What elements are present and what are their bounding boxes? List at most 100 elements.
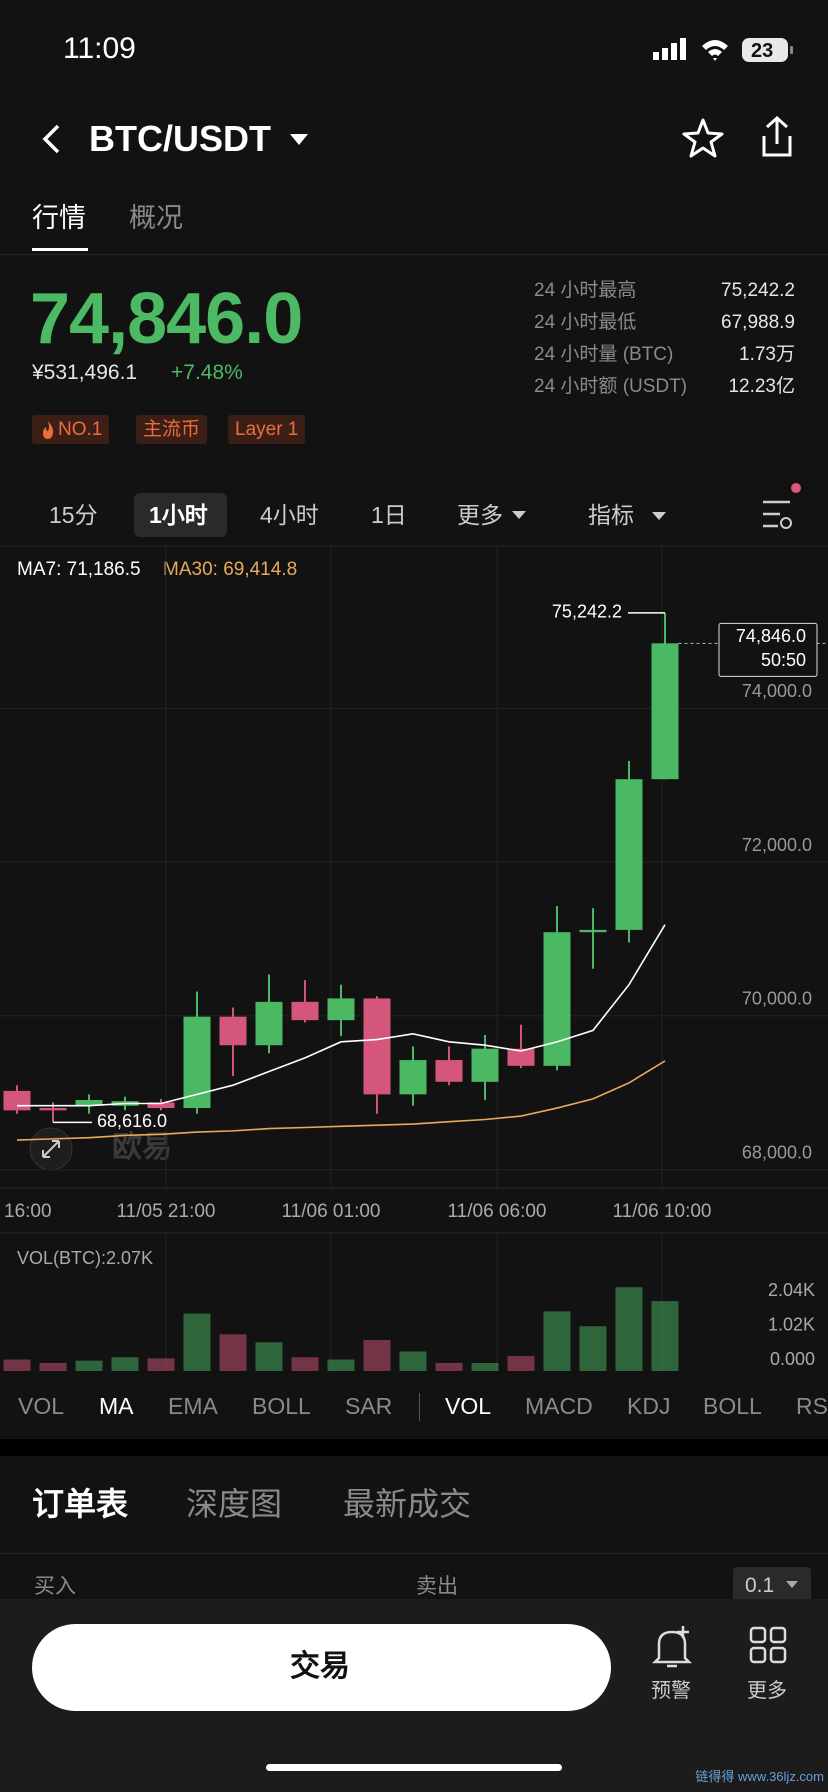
volume-bar [255, 1342, 283, 1371]
indicator[interactable]: MACD [525, 1393, 593, 1419]
volume-bar [363, 1340, 391, 1371]
interval-more[interactable]: 更多 [457, 502, 503, 528]
y-tick-label: 74,000.0 [742, 681, 812, 701]
order-tab[interactable]: 深度图 [186, 1486, 283, 1522]
alert-button[interactable] [651, 1630, 693, 1668]
fire-icon [43, 421, 54, 439]
indicator[interactable]: KDJ [627, 1393, 671, 1419]
volume-bar [507, 1356, 535, 1371]
trade-button[interactable] [32, 1624, 611, 1711]
interval[interactable]: 1日 [371, 502, 407, 528]
stat-label: 24 小时最高 [534, 280, 637, 301]
interval-icons [512, 483, 801, 529]
status-icons [653, 38, 793, 62]
candle-body [363, 998, 391, 1095]
indicator[interactable]: EMA [168, 1393, 218, 1419]
site-watermark: 链得得 www.36ljz.com [695, 1769, 824, 1784]
trade-label: 交易 [290, 1650, 350, 1683]
candle-body [75, 1100, 103, 1106]
candle-body [579, 929, 607, 933]
stat-label: 24 小时最低 [534, 312, 637, 333]
volume-bar [651, 1301, 679, 1371]
volume-bar [111, 1357, 139, 1371]
price-change: +7.48% [171, 361, 243, 384]
volume-bar [147, 1358, 175, 1371]
home-indicator [266, 1764, 562, 1771]
more-button[interactable] [749, 1626, 787, 1664]
alert-label: 预警 [651, 1680, 691, 1702]
candle-body [399, 1060, 427, 1095]
tab-underline [32, 248, 88, 251]
separator [419, 1393, 420, 1421]
step-select[interactable] [733, 1567, 811, 1603]
x-tick-label: 11/05 21:00 [117, 1201, 216, 1222]
ma-line [16, 1060, 666, 1141]
tag[interactable]: 主流币 [136, 415, 208, 444]
volume-bar [579, 1326, 607, 1371]
order-tab[interactable]: 最新成交 [343, 1486, 472, 1522]
interval[interactable]: 4小时 [260, 502, 319, 528]
favorite-button[interactable] [682, 118, 724, 158]
chart-settings[interactable] [763, 500, 790, 528]
indicator[interactable]: RS [796, 1393, 828, 1419]
stat-value: 12.23亿 [728, 376, 795, 397]
interval[interactable]: 15分 [49, 502, 98, 528]
volume-bar [219, 1334, 247, 1371]
ma-legend: MA30: 69,414.8 [163, 559, 297, 580]
low-label: 68,616.0 [97, 1111, 167, 1131]
indicator[interactable]: BOLL [252, 1393, 311, 1419]
section-gap [0, 1439, 828, 1456]
indicator-menu[interactable]: 指标 [588, 502, 634, 528]
back-button[interactable] [42, 124, 60, 154]
bottom-icons [651, 1626, 787, 1668]
stat-value: 67,988.9 [721, 312, 795, 333]
indicator[interactable]: VOL [18, 1393, 65, 1419]
indicator[interactable]: VOL [445, 1393, 492, 1419]
indicator[interactable]: MA [99, 1393, 134, 1419]
order-sell: 卖出 [416, 1575, 458, 1598]
last-price-box [718, 622, 818, 677]
x-tick-label: 16:00 [4, 1201, 52, 1222]
status-time: 11:09 [63, 32, 136, 65]
x-tick-label: 11/06 06:00 [448, 1201, 547, 1222]
volume-bar [75, 1360, 103, 1371]
tab-market[interactable]: 行情 [32, 203, 86, 233]
volume-bar [3, 1359, 31, 1371]
x-tick-label: 11/06 01:00 [282, 1201, 381, 1222]
last-price: 74,846.0 [30, 279, 303, 359]
pair-dropdown[interactable] [290, 134, 308, 145]
stat-value: 75,242.2 [721, 280, 795, 301]
interval[interactable]: 1小时 [149, 502, 208, 528]
candle-body [255, 1001, 283, 1046]
order-buy: 买入 [34, 1575, 76, 1598]
volume-bar [615, 1287, 643, 1371]
volume-bar [291, 1357, 319, 1371]
countdown-label: 50:50 [761, 650, 806, 670]
tag[interactable]: Layer 1 [228, 415, 306, 444]
step-value: 0.1 [745, 1574, 775, 1597]
last-price-label: 74,846.0 [736, 626, 806, 646]
candle-body [147, 1102, 175, 1109]
volume-bar [471, 1362, 499, 1371]
battery-level: 23 [751, 40, 774, 62]
stat-value: 1.73万 [739, 344, 795, 365]
volume-tick-label: 0.000 [770, 1349, 815, 1369]
share-button[interactable] [762, 115, 792, 157]
volume-bar [399, 1351, 427, 1371]
indicator[interactable]: SAR [345, 1393, 393, 1419]
volume-tick-label: 1.02K [768, 1314, 815, 1334]
candle-body [471, 1048, 499, 1082]
volume-legend: VOL(BTC):2.07K [17, 1248, 153, 1268]
high-label: 75,242.2 [552, 602, 622, 622]
header-icons [42, 115, 792, 158]
tab-overview[interactable]: 概况 [129, 203, 183, 233]
candle-body [507, 1048, 535, 1066]
indicator[interactable]: BOLL [703, 1393, 762, 1419]
more-label: 更多 [747, 1680, 787, 1702]
candle-body [291, 1001, 319, 1021]
step-caret [786, 1581, 798, 1588]
watermark: 欧易 [112, 1131, 172, 1164]
stat-label: 24 小时量 (BTC) [534, 344, 674, 365]
order-tab[interactable]: 订单表 [32, 1486, 129, 1522]
